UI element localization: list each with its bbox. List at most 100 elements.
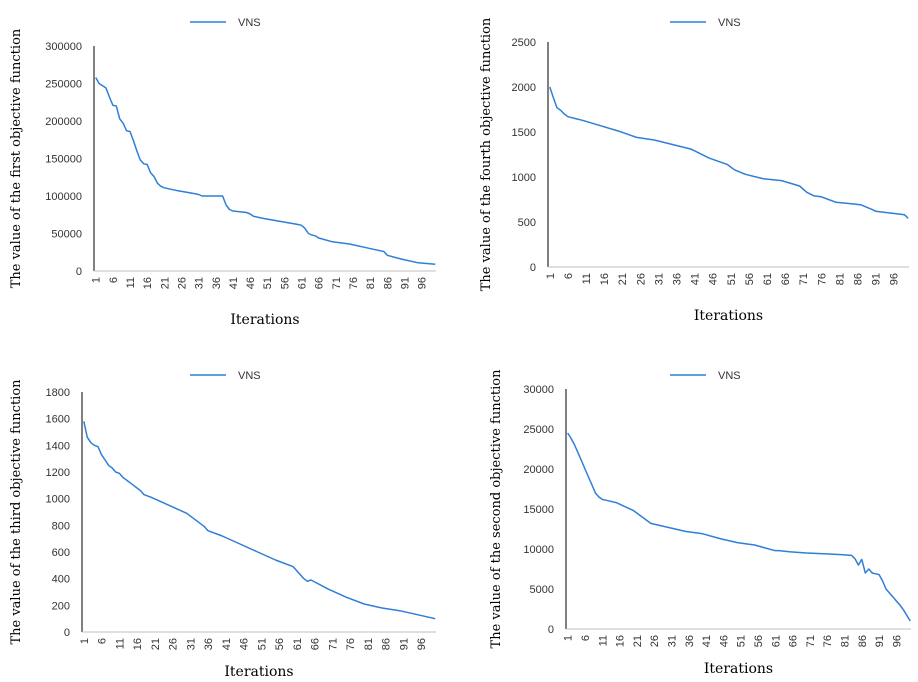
x-tick-label: 86 — [381, 638, 393, 650]
y-tick-label: 500 — [518, 217, 536, 229]
y-tick-label: 150000 — [45, 154, 82, 166]
x-tick-label: 21 — [617, 273, 629, 285]
x-tick-label: 36 — [672, 273, 684, 285]
x-tick-label: 96 — [416, 638, 428, 650]
x-tick-label: 71 — [327, 638, 339, 650]
x-tick-label: 31 — [194, 277, 206, 289]
y-tick-label: 800 — [52, 520, 70, 532]
x-tick-label: 71 — [331, 277, 343, 289]
y-tick-label: 0 — [64, 627, 70, 639]
y-tick-label: 0 — [76, 266, 82, 278]
y-tick-label: 50000 — [51, 229, 82, 241]
x-tick-label: 41 — [690, 273, 702, 285]
x-tick-label: 21 — [632, 635, 644, 647]
x-tick-label: 76 — [348, 277, 360, 289]
y-tick-label: 1500 — [512, 127, 536, 139]
x-tick-label: 41 — [228, 277, 240, 289]
y-tick-label: 10000 — [523, 544, 554, 556]
x-tick-label: 41 — [221, 638, 233, 650]
y-tick-label: 20000 — [523, 464, 554, 476]
x-tick-label: 1 — [79, 638, 91, 644]
x-tick-label: 61 — [297, 277, 309, 289]
x-tick-label: 41 — [701, 635, 713, 647]
x-tick-label: 96 — [417, 277, 429, 289]
x-tick-label: 16 — [599, 273, 611, 285]
y-tick-label: 1600 — [46, 414, 70, 426]
x-tick-label: 46 — [708, 273, 720, 285]
legend-label: VNS — [238, 17, 261, 29]
y-tick-label: 1400 — [46, 440, 70, 452]
x-tick-label: 51 — [726, 273, 738, 285]
x-tick-label: 91 — [871, 273, 883, 285]
x-tick-label: 16 — [615, 635, 627, 647]
x-tick-label: 36 — [203, 638, 215, 650]
x-tick-label: 11 — [597, 635, 609, 646]
x-tick-label: 81 — [365, 277, 377, 289]
x-tick-label: 16 — [132, 638, 144, 650]
x-tick-label: 96 — [889, 273, 901, 285]
x-tick-label: 96 — [891, 635, 903, 647]
y-tick-label: 1200 — [46, 467, 70, 479]
x-tick-label: 76 — [345, 638, 357, 650]
x-tick-label: 81 — [363, 638, 375, 650]
x-tick-label: 36 — [684, 635, 696, 647]
x-tick-label: 31 — [667, 635, 679, 647]
y-tick-label: 25000 — [523, 424, 554, 436]
y-tick-label: 15000 — [523, 504, 554, 516]
x-tick-label: 46 — [239, 638, 251, 650]
series-line-vns — [567, 432, 911, 622]
x-tick-label: 51 — [262, 277, 274, 289]
y-tick-label: 1800 — [46, 387, 70, 399]
x-tick-label: 91 — [874, 635, 886, 647]
x-tick-label: 66 — [780, 273, 792, 285]
y-axis-title: The value of the fourth objective functi… — [479, 17, 494, 291]
x-tick-label: 76 — [816, 273, 828, 285]
y-tick-label: 600 — [52, 547, 70, 559]
x-tick-label: 66 — [314, 277, 326, 289]
legend-label: VNS — [718, 17, 741, 29]
x-tick-label: 51 — [736, 635, 748, 647]
x-tick-label: 36 — [211, 277, 223, 289]
x-tick-label: 6 — [580, 635, 592, 641]
series-line-vns — [83, 421, 436, 620]
y-tick-label: 1000 — [512, 172, 536, 184]
x-tick-label: 66 — [310, 638, 322, 650]
x-tick-label: 91 — [398, 638, 410, 650]
x-tick-label: 61 — [770, 635, 782, 647]
x-tick-label: 11 — [581, 273, 593, 284]
y-tick-label: 200000 — [45, 116, 82, 128]
x-tick-label: 71 — [798, 273, 810, 285]
y-tick-label: 200 — [52, 600, 70, 612]
x-tick-label: 1 — [545, 273, 557, 279]
x-tick-label: 1 — [91, 277, 103, 283]
x-tick-label: 6 — [108, 277, 120, 283]
x-tick-label: 61 — [292, 638, 304, 650]
x-tick-label: 46 — [245, 277, 257, 289]
legend-label: VNS — [718, 370, 741, 382]
x-axis-title: Iterations — [230, 312, 299, 328]
x-tick-label: 86 — [857, 635, 869, 647]
y-axis-title: The value of the third objective functio… — [9, 379, 24, 645]
x-tick-label: 26 — [168, 638, 180, 650]
y-tick-label: 100000 — [45, 191, 82, 203]
x-tick-label: 21 — [159, 277, 171, 289]
x-tick-label: 56 — [744, 273, 756, 285]
y-tick-label: 0 — [548, 624, 554, 636]
x-tick-label: 11 — [114, 638, 126, 649]
y-tick-label: 1000 — [46, 494, 70, 506]
x-tick-label: 81 — [840, 635, 852, 647]
x-tick-label: 6 — [563, 273, 575, 279]
y-tick-label: 300000 — [45, 41, 82, 53]
x-tick-label: 51 — [256, 638, 268, 650]
x-tick-label: 26 — [649, 635, 661, 647]
x-tick-label: 21 — [150, 638, 162, 650]
y-tick-label: 5000 — [530, 584, 554, 596]
x-tick-label: 26 — [635, 273, 647, 285]
x-tick-label: 11 — [125, 277, 137, 288]
x-tick-label: 56 — [274, 638, 286, 650]
y-axis-title: The value of the second objective functi… — [489, 369, 504, 649]
